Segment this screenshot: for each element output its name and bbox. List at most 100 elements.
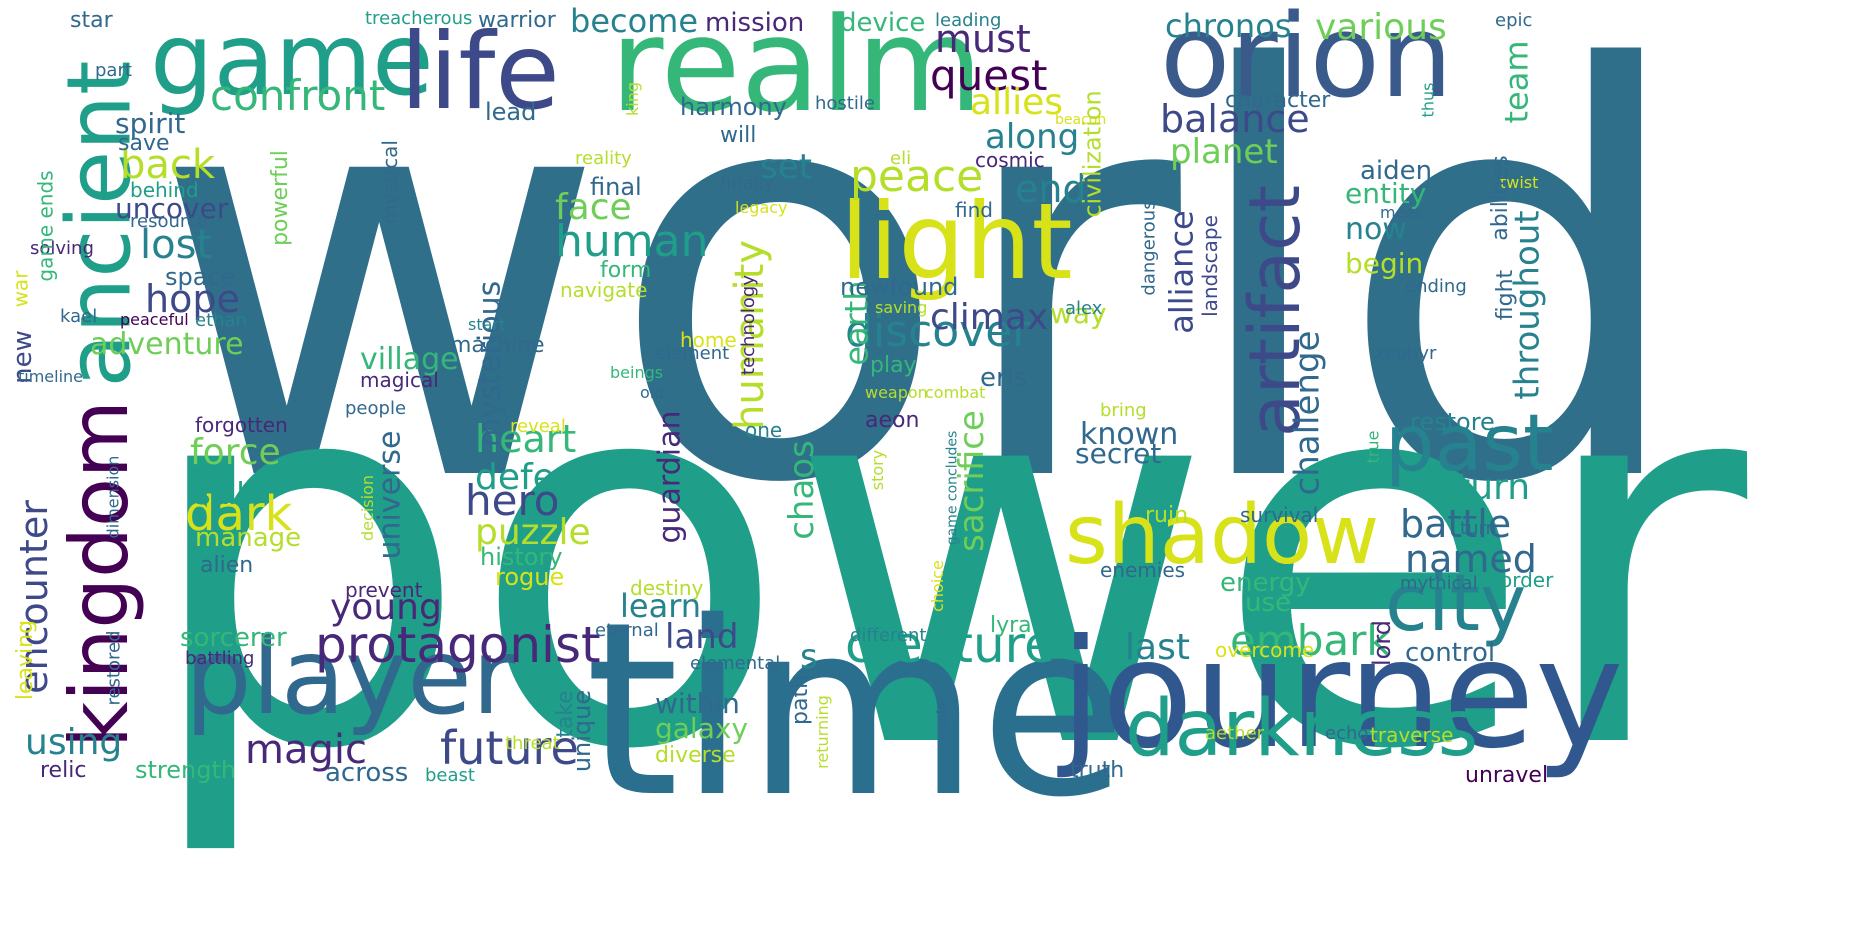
word-save: save [118, 131, 170, 156]
word-energy: energy [1220, 568, 1311, 598]
word-force: force [190, 432, 281, 473]
word-abilities: abilities [1487, 155, 1513, 241]
word-weapon: weapon [865, 383, 928, 402]
word-true: true [1362, 430, 1382, 463]
word-city: city [1385, 559, 1527, 649]
word-take: take [552, 690, 578, 738]
word-orion: orion [1160, 0, 1453, 124]
word-journey: journey [1060, 608, 1624, 782]
word-civilization: civilization [1078, 89, 1107, 218]
word-dimension: dimension [102, 455, 122, 538]
word-survival: survival [1240, 503, 1319, 527]
word-chaos: chaos [781, 440, 822, 540]
word-adventure: adventure [90, 327, 244, 362]
word-known: known [1080, 417, 1179, 452]
word-uncover: uncover [115, 192, 229, 225]
word-king: king [623, 81, 643, 117]
word-peace: peace [850, 151, 984, 202]
word-relic: relic [40, 758, 87, 783]
word-light: light [840, 181, 1073, 303]
word-aeon: aeon [865, 408, 920, 433]
word-find: find [955, 198, 993, 222]
word-enemies: enemies [1100, 558, 1186, 582]
word-hope: hope [145, 277, 240, 321]
word-space: space [165, 263, 236, 291]
word-beacon: beacon [1055, 112, 1107, 128]
word-thus: thus [1417, 82, 1437, 117]
word-named: named [1405, 537, 1537, 581]
word-world: world [150, 0, 1692, 606]
word-order: order [1500, 568, 1554, 592]
word-restored: restored [103, 629, 125, 706]
word-people: people [345, 398, 407, 419]
word-epic: epic [1495, 10, 1533, 31]
word-control: control [1405, 638, 1496, 668]
word-final: final [590, 173, 642, 201]
word-young: young [330, 587, 442, 628]
word-threat: threat [505, 733, 560, 754]
word-strength: strength [135, 756, 237, 784]
word-allies: allies [970, 82, 1063, 123]
word-reality: reality [575, 148, 632, 169]
word-rogue: rogue [495, 563, 565, 591]
word-peaceful: peaceful [120, 310, 189, 329]
word-future: future [440, 721, 579, 775]
word-role: role [933, 699, 953, 731]
word-team: team [1497, 39, 1536, 124]
word-various: various [1315, 7, 1447, 48]
word-lyra: lyra [990, 613, 1032, 638]
word-entity: entity [1345, 177, 1427, 210]
word-war: war [7, 270, 32, 307]
word-darkness: darkness [1125, 684, 1479, 774]
word-leading: leading [935, 10, 1002, 31]
word-element: element [655, 343, 730, 364]
word-game-concludes: game concludes [943, 430, 960, 545]
word-lead: lead [485, 98, 537, 126]
word-player: player [185, 616, 516, 738]
word-creature: creature [845, 616, 1055, 674]
word-diverse: diverse [655, 743, 736, 768]
word-story: story [868, 449, 888, 491]
word-ethan: ethan [195, 310, 247, 331]
word-magic: magic [245, 727, 367, 773]
word-magical: magical [360, 368, 439, 392]
word-alien: alien [200, 553, 254, 578]
word-choice: choice [927, 560, 947, 612]
word-return: return [1420, 467, 1531, 508]
word-leaving: leaving [13, 619, 39, 701]
word-last: last [1125, 627, 1190, 668]
word-quest: quest [930, 51, 1048, 100]
word-puzzle: puzzle [475, 512, 591, 553]
word-ending: ending [1405, 276, 1467, 297]
word-powerful: powerful [267, 150, 293, 246]
word-land: land [665, 617, 739, 657]
word-technology: technology [737, 275, 759, 375]
word-navigate: navigate [560, 278, 648, 302]
word-lost: lost [140, 222, 213, 268]
word-aether: aether [1205, 723, 1265, 744]
word-back: back [120, 142, 216, 188]
word-destiny: destiny [630, 576, 704, 600]
word-form: form [600, 258, 652, 283]
word-mystical: mystical [377, 140, 402, 224]
word-start: start [468, 315, 506, 334]
word-hero: hero [465, 476, 560, 525]
word-cosmic: cosmic [975, 148, 1045, 172]
word-aiden: aiden [1360, 156, 1433, 186]
word-use: use [1245, 588, 1292, 618]
word-decision: decision [357, 475, 377, 541]
word-human: human [555, 216, 709, 267]
word-machine: machine [450, 333, 545, 358]
word-truth: truth [1070, 758, 1125, 783]
word-alex: alex [1065, 298, 1103, 319]
word-newfound: newfound [840, 273, 959, 301]
word-universe: universe [372, 430, 407, 559]
word-combat: combat [925, 383, 986, 402]
word-echo: echo [1325, 723, 1369, 744]
word-returning: returning [812, 695, 832, 769]
word-life: life [400, 11, 560, 133]
word-learn: learn [620, 587, 702, 625]
word-heart: heart [475, 417, 577, 461]
word-protagonist: protagonist [315, 616, 601, 674]
